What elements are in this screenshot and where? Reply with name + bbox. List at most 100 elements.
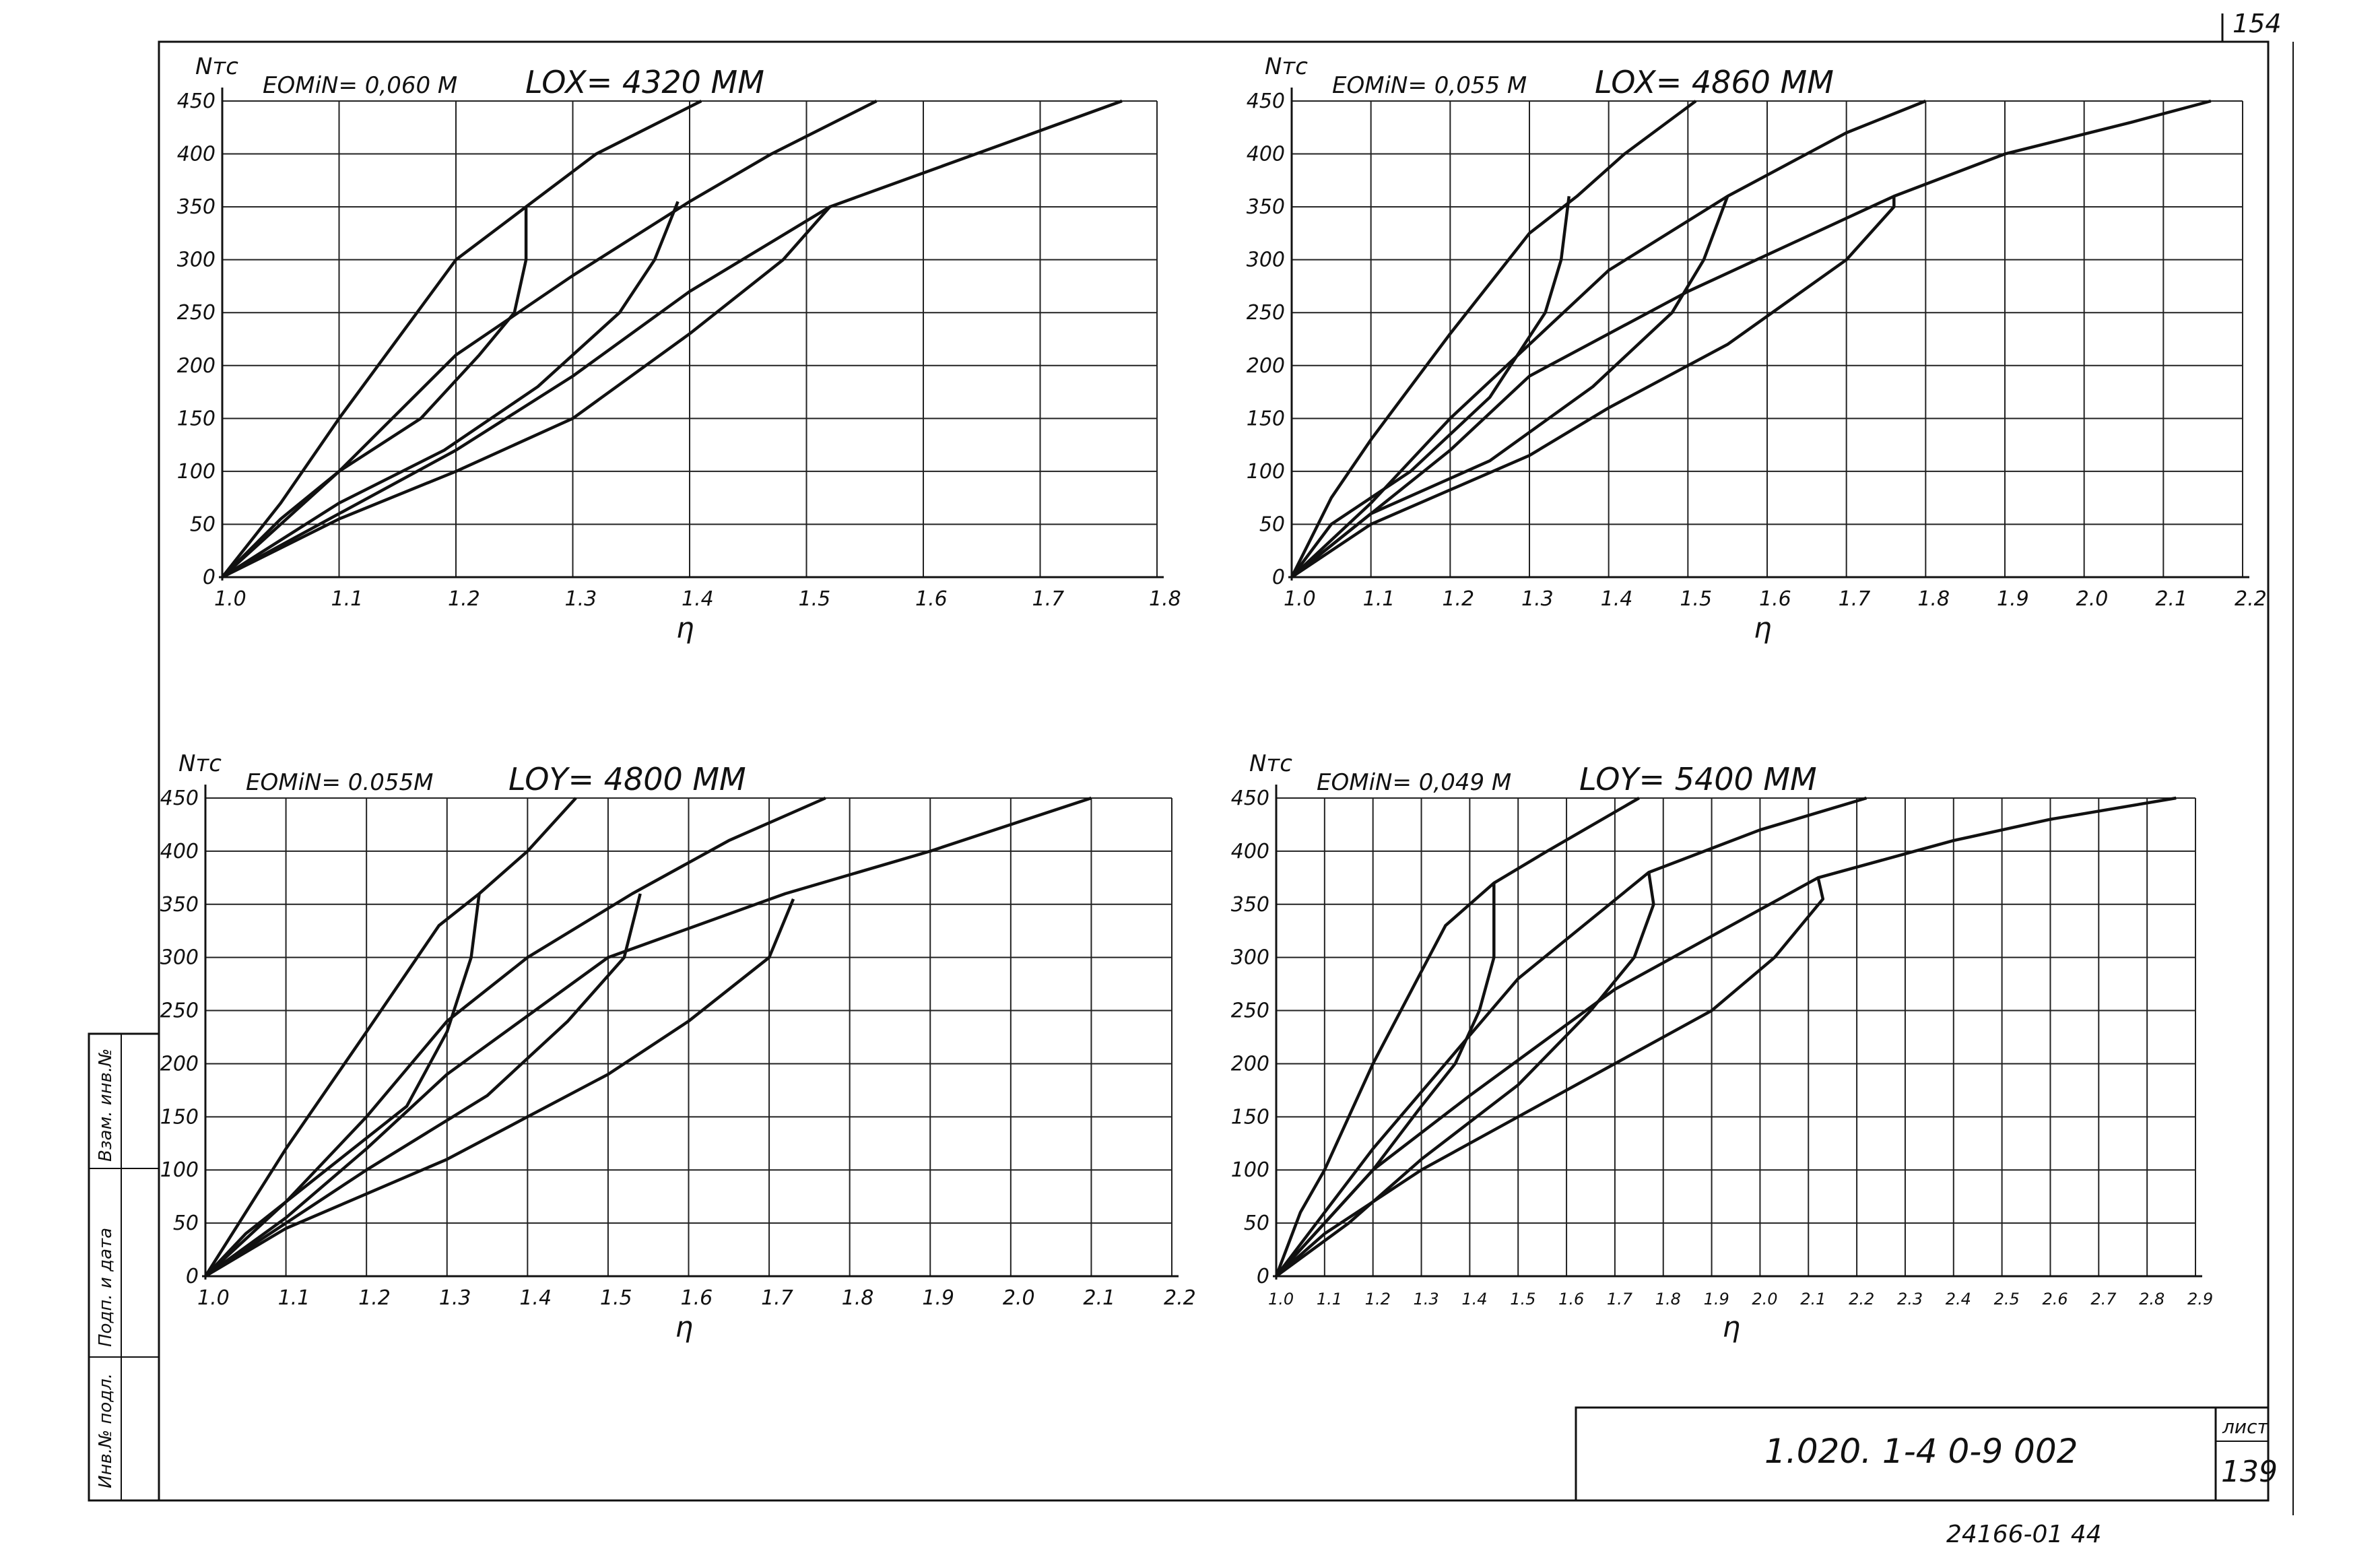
x-tick-label: 1.5 (1680, 587, 1712, 611)
series-line-6 (1275, 877, 1825, 1278)
x-tick-label: 1.1 (1317, 1290, 1342, 1309)
y-tick-label: 400 (1247, 143, 1285, 166)
y-tick-label: 400 (177, 143, 216, 166)
y-tick-label: 0 (1272, 566, 1285, 589)
y-tick-label: 0 (203, 566, 216, 589)
x-tick-label: 1.4 (682, 587, 714, 611)
side-stamp-frame (88, 1032, 160, 1502)
x-tick-label: 1.3 (565, 587, 597, 611)
x-tick-label: 2.4 (1946, 1290, 1971, 1309)
series-line-5 (1275, 872, 1655, 1278)
x-axis-label: η (675, 1311, 694, 1344)
series-line-1 (1274, 797, 1640, 1277)
y-tick-label: 400 (160, 840, 199, 863)
y-tick-label: 450 (160, 787, 199, 810)
y-tick-label: 200 (1247, 354, 1285, 378)
series-line-2 (221, 99, 878, 579)
x-tick-label: 1.3 (439, 1286, 471, 1310)
x-axis-label: η (676, 612, 694, 645)
y-axis-label: Nтс (1249, 750, 1292, 777)
x-tick-label: 1.7 (1032, 587, 1065, 611)
x-axis-label: η (1723, 1311, 1741, 1344)
chart-header-length: LOX= 4860 MM (1595, 64, 1834, 100)
y-tick-label: 450 (177, 90, 216, 113)
sheet-label: лист (2222, 1416, 2268, 1438)
y-tick-label: 150 (1247, 407, 1285, 430)
x-tick-label: 1.2 (448, 587, 480, 611)
y-tick-label: 0 (186, 1265, 199, 1288)
series-line-1 (204, 797, 577, 1278)
x-tick-label: 1.4 (519, 1286, 552, 1310)
y-tick-label: 100 (1247, 460, 1285, 484)
x-tick-label: 1.6 (681, 1286, 713, 1310)
x-tick-label: 1.4 (1461, 1290, 1487, 1309)
series-line-6 (204, 898, 795, 1278)
series-line-1 (1290, 100, 1697, 579)
x-tick-label: 2.1 (1083, 1286, 1115, 1310)
page-number-top: 154 (2233, 9, 2282, 38)
chart-header-eomin: EOMiN= 0,055 M (1332, 72, 1527, 99)
series-line-3 (221, 99, 1123, 579)
x-tick-label: 1.2 (1442, 587, 1474, 611)
y-tick-label: 250 (177, 301, 216, 325)
x-axis-label: η (1754, 612, 1772, 645)
y-tick-label: 300 (1247, 249, 1285, 272)
x-tick-label: 1.3 (1521, 587, 1554, 611)
series-line-3 (1290, 99, 2212, 579)
series-line-4 (204, 893, 481, 1278)
x-tick-label: 2.9 (2187, 1290, 2213, 1309)
y-tick-label: 50 (1259, 513, 1285, 536)
x-tick-label: 2.0 (1752, 1290, 1777, 1309)
y-axis-label: Nтс (1265, 53, 1308, 80)
y-tick-label: 350 (1231, 893, 1269, 917)
y-tick-label: 400 (1231, 840, 1269, 863)
side-stamp-label-2: Подп. и дата (96, 1228, 116, 1347)
x-tick-label: 1.9 (1997, 587, 2029, 611)
side-stamp: Инв.№ подл. Подп. и дата Взам. инв.№ (88, 1032, 160, 1502)
x-tick-label: 1.6 (1759, 587, 1791, 611)
y-tick-label: 50 (1244, 1212, 1269, 1235)
chart-bottom-right: 1.0 1.1 1.2 1.3 1.4 1.5 1.6 1.7 1.8 1.9 2.0 2.1 2.2 2… (1231, 750, 2213, 1344)
y-tick-label: 350 (160, 893, 199, 917)
x-tick-label: 1.1 (278, 1286, 310, 1310)
series-line-6 (221, 205, 831, 579)
series-line-3 (204, 796, 1092, 1278)
x-tick-label: 1.0 (1284, 587, 1316, 611)
x-tick-label: 1.2 (358, 1286, 391, 1310)
x-tick-label: 1.0 (1268, 1290, 1294, 1309)
y-tick-label: 450 (1231, 787, 1269, 810)
chart-top-right: 1.0 1.1 1.2 1.3 1.4 1.5 1.6 1.7 1.8 1.9 2.0 2.1 2.2 0… (1247, 53, 2267, 645)
y-tick-label: 100 (1231, 1158, 1269, 1182)
x-tick-label: 1.9 (1704, 1290, 1729, 1309)
y-tick-label: 150 (1231, 1105, 1269, 1129)
series-line-4 (1275, 883, 1496, 1278)
chart-header-length: LOX= 4320 MM (525, 64, 764, 100)
series-line-2 (204, 796, 826, 1278)
x-tick-label: 1.8 (1917, 587, 1950, 611)
chart-header-length: LOY= 4800 MM (508, 761, 746, 797)
y-tick-label: 100 (177, 460, 216, 484)
y-tick-label: 300 (160, 946, 199, 970)
y-tick-label: 200 (177, 354, 216, 378)
x-tick-label: 2.1 (1800, 1290, 1826, 1309)
x-tick-label: 1.5 (799, 587, 831, 611)
x-tick-label: 2.8 (2139, 1290, 2164, 1309)
chart-top-left: 1.0 1.1 1.2 1.3 1.4 1.5 1.6 1.7 1.8 0 50 100 150 200 2… (177, 53, 1181, 645)
x-tick-label: 1.7 (1607, 1290, 1633, 1309)
x-tick-label: 1.5 (1510, 1290, 1535, 1309)
title-block: 1.020. 1-4 0-9 002 лист 139 (1575, 1406, 2278, 1502)
x-tick-label: 1.9 (922, 1286, 954, 1310)
x-tick-label: 1.0 (214, 587, 246, 611)
y-tick-label: 200 (1231, 1052, 1269, 1076)
y-tick-label: 150 (177, 407, 216, 430)
y-tick-label: 250 (1247, 301, 1285, 325)
series-line-3 (1275, 796, 2177, 1278)
series-line-4 (1290, 196, 1571, 579)
title-block-frame (1575, 1406, 2270, 1502)
series-line-1 (221, 99, 702, 579)
x-tick-label: 1.3 (1414, 1290, 1439, 1309)
document-code: 1.020. 1-4 0-9 002 (1764, 1432, 2078, 1471)
side-stamp-label-1: Инв.№ подл. (96, 1373, 116, 1488)
y-axis-label: Nтс (178, 750, 222, 777)
